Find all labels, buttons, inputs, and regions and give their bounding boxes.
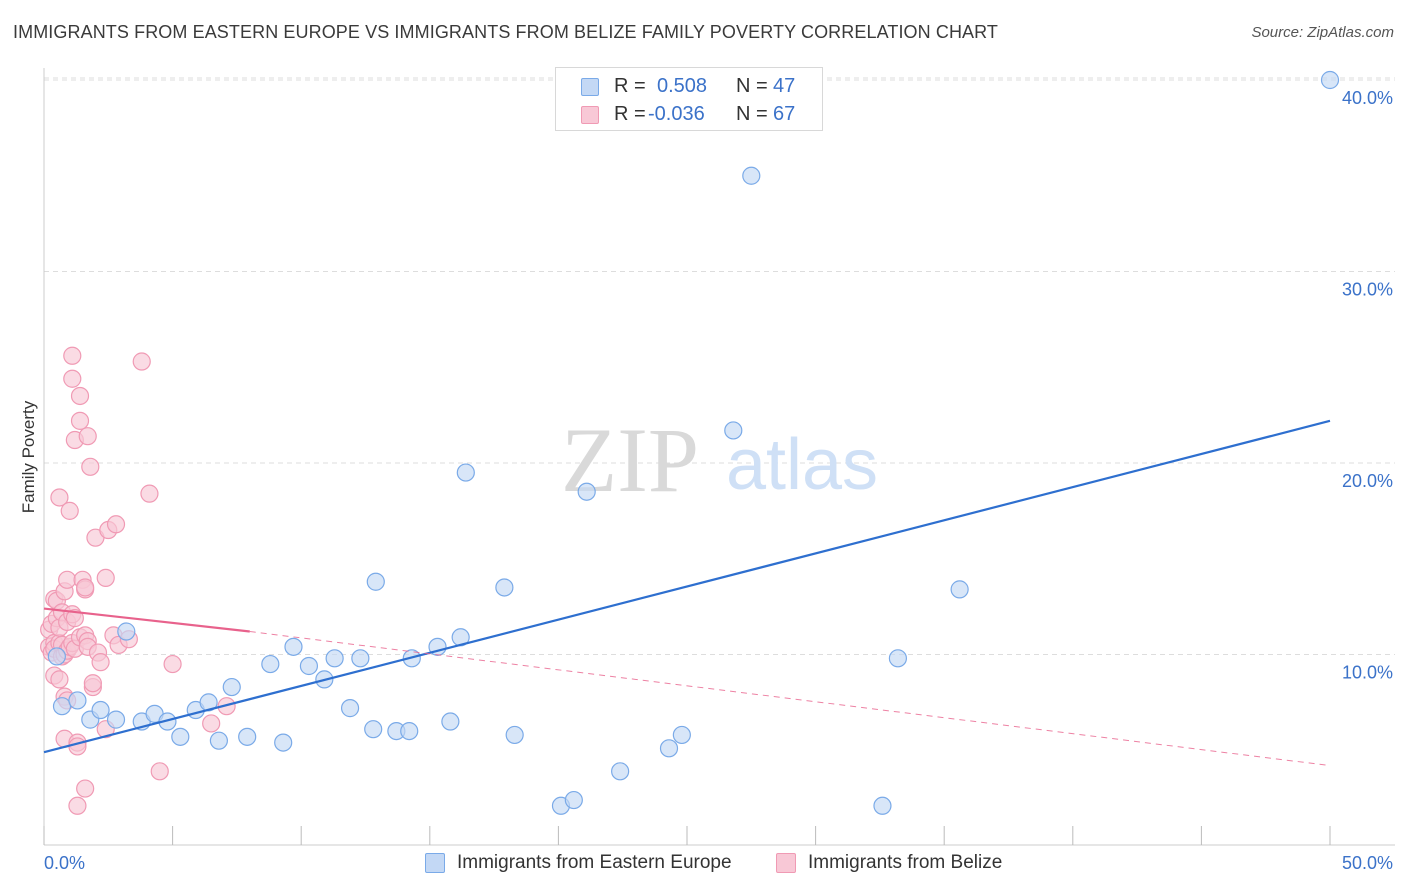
eastern-europe-point <box>672 725 691 745</box>
axes <box>43 68 1395 846</box>
eastern-europe-point <box>106 710 126 729</box>
eastern-europe-point <box>325 649 344 668</box>
belize-points <box>40 346 236 815</box>
eastern-europe-point <box>888 649 908 668</box>
belize-point <box>58 570 77 589</box>
legend-n-value: 47 <box>773 75 796 97</box>
belize-point <box>163 654 182 674</box>
eastern-europe-point <box>171 727 190 746</box>
bottom-legend-label: Immigrants from Belize <box>808 852 1003 873</box>
eastern-europe-point <box>441 712 460 731</box>
chart-source: Source: ZipAtlas.com <box>1251 24 1394 41</box>
legend-r-label: R = <box>614 75 646 97</box>
eastern-europe-point <box>299 656 319 676</box>
legend-n-value: 67 <box>773 103 796 125</box>
belize-trend-line <box>43 607 250 633</box>
eastern-europe-point <box>495 578 514 597</box>
legend-n-label: N = <box>736 75 768 97</box>
y-tick-label: 40.0% <box>1342 88 1393 108</box>
legend-r-value: -0.036 <box>648 103 705 125</box>
belize-point <box>91 653 110 672</box>
belize-point <box>150 762 169 781</box>
eastern-europe-point <box>400 721 419 741</box>
eastern-europe-point <box>564 790 583 810</box>
eastern-europe-points <box>47 70 1340 815</box>
y-tick-label: 20.0% <box>1342 471 1393 491</box>
bottom-legend-swatch-blue <box>425 853 445 873</box>
eastern-europe-point <box>873 796 892 815</box>
belize-point <box>76 779 95 798</box>
belize-point <box>65 609 84 628</box>
belize-point <box>50 670 69 689</box>
eastern-europe-point <box>47 647 66 666</box>
watermark: ZIP atlas <box>561 409 878 511</box>
belize-point <box>63 369 82 388</box>
eastern-europe-point <box>340 699 360 718</box>
belize-point <box>70 411 90 430</box>
eastern-europe-point <box>284 637 303 656</box>
eastern-europe-trend-line <box>43 419 1331 754</box>
belize-point <box>202 714 221 733</box>
eastern-europe-point <box>68 691 87 710</box>
legend-r-value: 0.508 <box>657 75 708 97</box>
belize-point <box>78 427 97 446</box>
bottom-legend-label: Immigrants from Eastern Europe <box>457 852 732 873</box>
axis-labels: 10.0% 20.0% 30.0% 40.0% 0.0% 50.0% Family Pove… <box>19 88 1393 873</box>
belize-point <box>96 568 115 588</box>
y-tick-label: 10.0% <box>1342 663 1393 683</box>
x-tick-label: 50.0% <box>1342 853 1393 873</box>
x-tick-label: 0.0% <box>44 853 85 873</box>
eastern-europe-point <box>742 166 761 185</box>
legend-n-label: N = <box>736 103 768 125</box>
trend-lines <box>43 419 1331 767</box>
belize-point <box>106 515 126 534</box>
belize-point <box>63 346 82 365</box>
eastern-europe-point <box>366 572 385 591</box>
legend-row-eastern-europe: R = 0.508 N = 47 <box>556 73 822 101</box>
eastern-europe-point <box>261 654 280 674</box>
eastern-europe-point <box>1320 70 1340 90</box>
eastern-europe-point <box>52 697 72 716</box>
legend-swatch-blue <box>581 78 599 96</box>
eastern-europe-point <box>351 649 370 668</box>
eastern-europe-point <box>950 580 969 599</box>
eastern-europe-point <box>659 739 679 758</box>
eastern-europe-point <box>724 421 743 440</box>
belize-point <box>140 484 159 503</box>
legend-row-belize: R = -0.036 N = 67 <box>556 101 822 129</box>
eastern-europe-point <box>456 463 475 482</box>
y-tick-label: 30.0% <box>1342 280 1393 300</box>
watermark-atlas: atlas <box>726 425 878 505</box>
eastern-europe-point <box>364 720 383 739</box>
belize-point <box>132 352 151 371</box>
legend-swatch-pink <box>581 106 599 124</box>
grid-lines <box>44 77 1395 655</box>
bottom-legend-swatch-pink <box>776 853 796 873</box>
belize-point <box>68 796 87 815</box>
belize-trend-line-extended <box>249 631 1331 767</box>
belize-point <box>60 501 79 520</box>
belize-point <box>70 386 90 406</box>
eastern-europe-point <box>117 622 136 641</box>
eastern-europe-point <box>222 677 241 697</box>
belize-point <box>81 457 100 476</box>
eastern-europe-point <box>238 727 257 746</box>
eastern-europe-point <box>209 731 228 750</box>
legend-r-label: R = <box>614 103 646 125</box>
chart-title: IMMIGRANTS FROM EASTERN EUROPE VS IMMIGR… <box>13 22 999 42</box>
belize-point <box>83 674 102 693</box>
correlation-legend: R = 0.508 N = 47 R = -0.036 N = 67 <box>555 67 823 131</box>
eastern-europe-point <box>611 762 630 781</box>
eastern-europe-point <box>505 725 524 745</box>
eastern-europe-point <box>274 733 293 752</box>
eastern-europe-point <box>577 482 596 501</box>
belize-point <box>76 578 95 597</box>
belize-point <box>68 737 87 756</box>
y-axis-label: Family Poverty <box>19 400 38 513</box>
eastern-europe-point <box>91 700 110 720</box>
belize-point <box>50 488 69 507</box>
